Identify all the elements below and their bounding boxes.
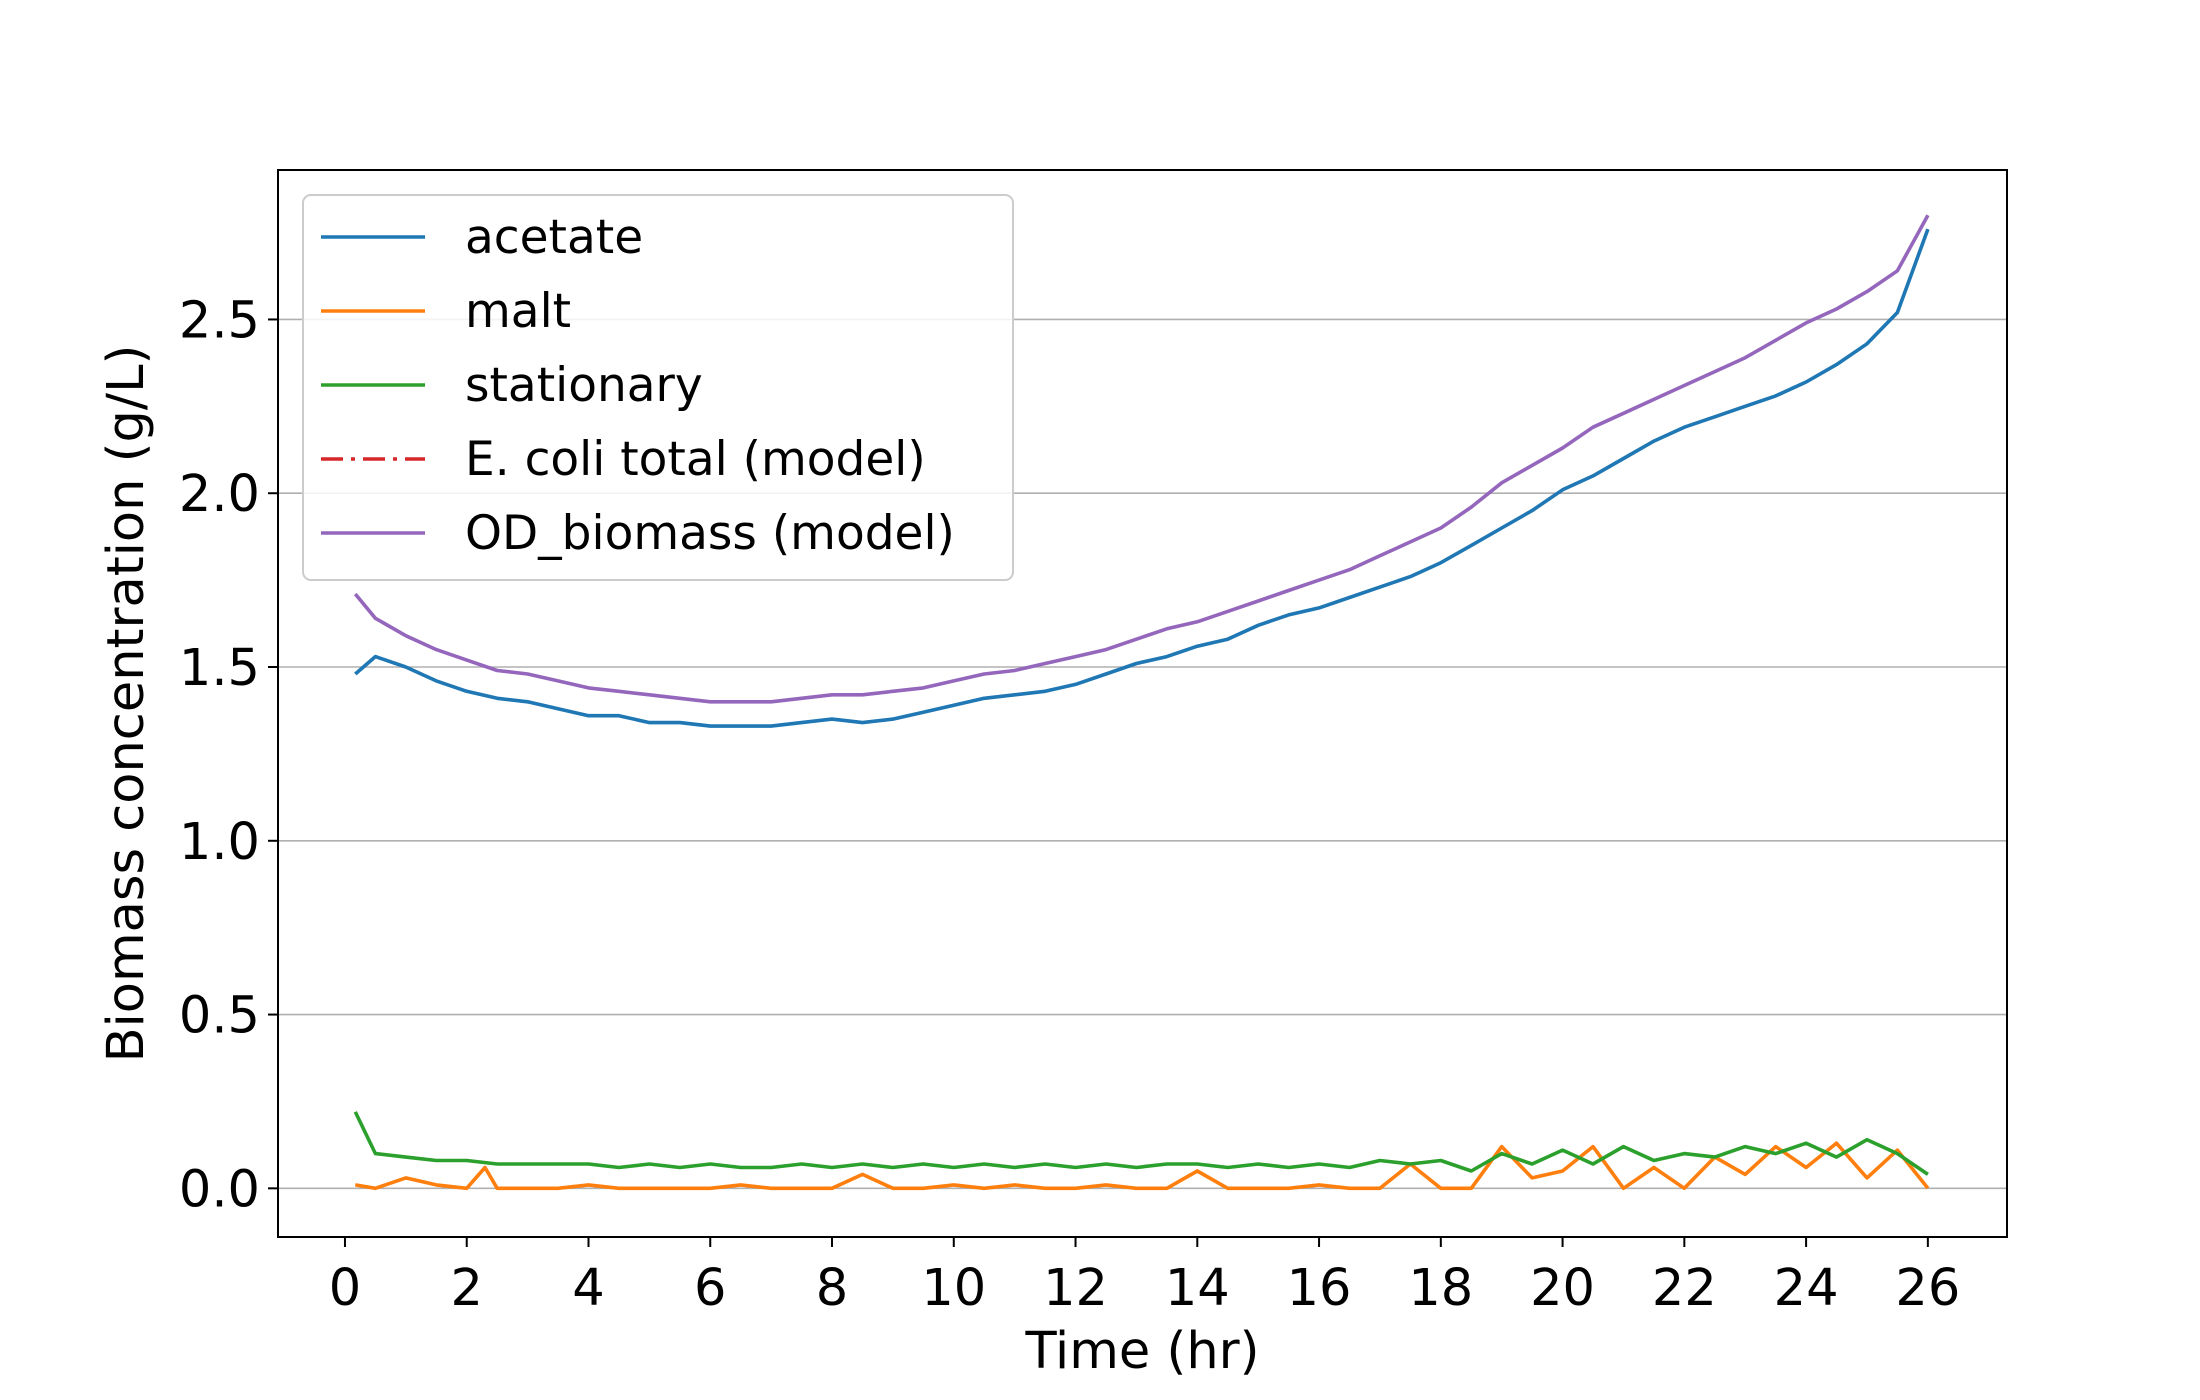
x-tick-label: 8 [816, 1259, 848, 1318]
y-tick-label: 2.0 [179, 465, 260, 524]
legend-label: stationary [465, 358, 703, 413]
x-tick-label: 12 [1043, 1259, 1108, 1318]
series-line-1 [354, 1141, 1930, 1191]
x-tick-label: 6 [694, 1259, 726, 1318]
plot-area-frame [277, 169, 2008, 1238]
legend-box [302, 194, 1014, 581]
x-tick-label: 0 [329, 1259, 361, 1318]
series-line-4 [353, 214, 1930, 704]
y-axis-ticks: 0.0 0.5 1.0 1.5 2.0 2.5 [179, 291, 278, 1219]
y-tick-label: 2.5 [179, 291, 260, 350]
y-tick-label: 0.5 [179, 987, 260, 1046]
x-axis-label: Time (hr) [1024, 1322, 1259, 1381]
x-tick-label: 22 [1652, 1259, 1717, 1318]
data-series [353, 214, 1930, 1191]
y-axis-label: Biomass concentration (g/L) [97, 345, 156, 1063]
x-tick-label: 20 [1530, 1259, 1595, 1318]
x-axis-ticks: 0 2 4 6 8 10 12 14 16 18 20 22 24 26 [329, 1237, 1960, 1318]
legend-label: acetate [465, 210, 643, 265]
y-tick-label: 0.0 [179, 1160, 260, 1219]
x-tick-label: 16 [1287, 1259, 1352, 1318]
legend-label: OD_biomass (model) [465, 506, 955, 561]
x-tick-label: 26 [1895, 1259, 1960, 1318]
x-tick-label: 24 [1774, 1259, 1839, 1318]
x-tick-label: 10 [921, 1259, 986, 1318]
y-tick-label: 1.5 [179, 639, 260, 698]
x-tick-label: 4 [572, 1259, 604, 1318]
x-tick-label: 2 [451, 1259, 483, 1318]
x-tick-label: 14 [1165, 1259, 1230, 1318]
legend: acetate malt stationary E. coli total (mode… [302, 194, 1014, 581]
series-line-2 [353, 1111, 1929, 1176]
series-line-0 [354, 228, 1930, 728]
legend-label: malt [465, 284, 571, 339]
legend-label: E. coli total (model) [465, 432, 926, 487]
y-tick-label: 1.0 [179, 813, 260, 872]
x-tick-label: 18 [1408, 1259, 1473, 1318]
